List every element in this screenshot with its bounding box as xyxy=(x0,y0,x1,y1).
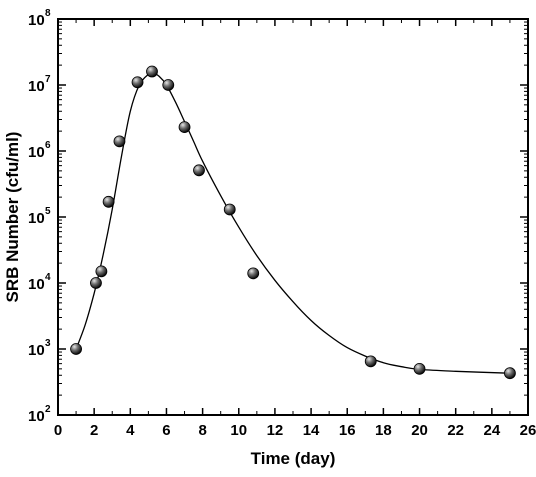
y-tick-label: 10 6 xyxy=(28,140,51,161)
y-tick-base: 10 xyxy=(28,342,45,359)
data-point xyxy=(113,135,126,148)
y-tick-label: 10 2 xyxy=(28,404,51,425)
y-tick-exponent: 3 xyxy=(45,338,51,349)
x-tick-label: 4 xyxy=(126,422,135,439)
data-point xyxy=(504,367,516,380)
data-point xyxy=(413,362,426,375)
x-tick-label: 14 xyxy=(303,422,320,439)
x-tick-label: 6 xyxy=(162,422,170,439)
data-point xyxy=(193,164,205,177)
y-axis-label: SRB Number (cfu/ml) xyxy=(3,132,22,303)
data-point xyxy=(364,355,377,368)
data-point xyxy=(162,79,175,91)
y-tick-base: 10 xyxy=(28,78,45,95)
x-tick-label: 2 xyxy=(90,422,98,439)
x-tick-label: 22 xyxy=(447,422,464,439)
x-tick-label: 26 xyxy=(520,422,536,439)
y-tick-exponent: 5 xyxy=(45,206,51,217)
data-point xyxy=(146,65,158,78)
y-tick-label: 10 4 xyxy=(28,272,51,293)
y-tick-exponent: 8 xyxy=(45,8,51,19)
plot-frame xyxy=(57,18,529,416)
x-tick-label: 12 xyxy=(267,422,284,439)
y-tick-base: 10 xyxy=(28,210,45,227)
y-tick-exponent: 6 xyxy=(45,140,51,151)
y-tick-label: 10 5 xyxy=(28,206,51,227)
x-tick-labels: 0 2 4 6 8 10 12 14 16 18 20 22 24 26 xyxy=(54,422,536,439)
y-tick-base: 10 xyxy=(28,12,45,29)
data-point xyxy=(90,277,102,289)
y-tick-exponent: 7 xyxy=(45,74,51,85)
data-point xyxy=(102,195,115,208)
fit-curve xyxy=(75,72,510,374)
y-tick-label: 10 3 xyxy=(28,338,51,359)
x-tick-label: 20 xyxy=(411,422,428,439)
data-point xyxy=(95,265,108,278)
fit-curve-layer xyxy=(75,72,510,374)
y-tick-label: 10 8 xyxy=(28,8,51,29)
data-point xyxy=(131,76,144,89)
y-tick-base: 10 xyxy=(28,408,45,425)
y-tick-base: 10 xyxy=(28,276,45,293)
y-tick-label: 10 7 xyxy=(28,74,51,95)
data-point xyxy=(178,121,191,134)
x-tick-label: 8 xyxy=(198,422,206,439)
y-tick-exponent: 2 xyxy=(45,404,51,415)
data-point xyxy=(247,267,260,280)
x-tick-label: 16 xyxy=(339,422,356,439)
x-axis-label: Time (day) xyxy=(251,449,336,468)
axis-ticks xyxy=(57,18,529,416)
x-tick-label: 18 xyxy=(375,422,392,439)
x-tick-label: 10 xyxy=(230,422,247,439)
x-tick-label: 24 xyxy=(484,422,501,439)
y-tick-base: 10 xyxy=(28,144,45,161)
x-tick-label: 0 xyxy=(54,422,62,439)
data-point xyxy=(70,343,82,355)
y-tick-exponent: 4 xyxy=(45,272,51,283)
data-points xyxy=(70,65,516,380)
data-point xyxy=(223,203,236,216)
